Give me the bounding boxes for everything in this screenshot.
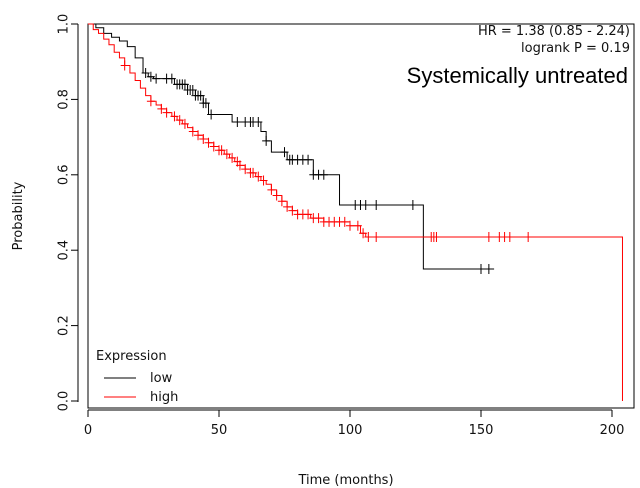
- censor-mark-high: [194, 130, 203, 141]
- censor-mark-high: [505, 232, 514, 243]
- censor-mark-high: [175, 115, 184, 126]
- censor-mark-high: [272, 190, 281, 201]
- censor-mark-low: [196, 90, 205, 101]
- censor-mark-high: [204, 137, 213, 148]
- censor-mark-high: [120, 60, 129, 71]
- censor-mark-high: [254, 171, 263, 182]
- x-axis-title: Time (months): [297, 473, 393, 488]
- censor-mark-high: [157, 103, 166, 114]
- x-tick-label: 200: [600, 423, 625, 438]
- censor-mark-high: [432, 232, 441, 243]
- x-tick-label: 0: [84, 423, 92, 438]
- y-tick-label: 0.2: [57, 315, 72, 336]
- censor-mark-low: [304, 154, 313, 165]
- censor-mark-high: [228, 152, 237, 163]
- censor-mark-low: [254, 117, 263, 128]
- censor-mark-low: [152, 73, 161, 84]
- censor-mark-high: [162, 107, 171, 118]
- censor-mark-high: [364, 232, 373, 243]
- y-tick-label: 0.6: [57, 164, 72, 185]
- censor-mark-high: [484, 232, 493, 243]
- legend-label-high: high: [150, 390, 178, 405]
- y-tick-label: 0.8: [57, 89, 72, 110]
- x-tick-label: 150: [469, 423, 494, 438]
- censor-mark-low: [372, 199, 381, 210]
- censor-mark-high: [277, 196, 286, 207]
- censor-mark-high: [304, 209, 313, 220]
- subgroup-label: Systemically untreated: [407, 63, 628, 88]
- y-tick-label: 0.4: [57, 240, 72, 261]
- censor-mark-high: [340, 216, 349, 227]
- censor-mark-high: [235, 160, 244, 171]
- censor-mark-high: [288, 205, 297, 216]
- x-tick-label: 50: [211, 423, 228, 438]
- survival-curves: [88, 23, 623, 401]
- legend-label-low: low: [150, 371, 173, 386]
- censor-mark-high: [346, 220, 354, 231]
- y-tick-label: 0.0: [57, 391, 72, 412]
- censor-mark-low: [408, 199, 417, 210]
- censor-mark-high: [146, 96, 155, 107]
- censor-mark-low: [477, 264, 485, 275]
- x-tick-label: 100: [338, 423, 363, 438]
- censor-mark-low: [361, 199, 370, 210]
- censor-mark-high: [217, 145, 226, 156]
- censor-mark-high: [249, 167, 258, 178]
- censor-mark-high: [524, 232, 533, 243]
- censor-mark-high: [353, 220, 362, 231]
- censor-mark-low: [188, 84, 197, 95]
- x-axis-ticks: 0 50 100 150 200: [84, 410, 625, 438]
- censor-mark-low: [233, 117, 242, 128]
- censor-mark-low: [262, 135, 271, 146]
- censor-mark-low: [201, 98, 210, 109]
- censor-mark-high: [188, 126, 197, 137]
- censor-mark-high: [222, 149, 231, 160]
- censor-mark-high: [241, 164, 250, 175]
- censor-mark-high: [180, 118, 189, 129]
- censor-mark-high: [372, 232, 381, 243]
- censor-mark-low: [180, 79, 189, 90]
- curve-low: [88, 23, 495, 270]
- censor-mark-low: [167, 73, 176, 84]
- hazard-ratio-text: HR = 1.38 (0.85 - 2.24): [478, 24, 630, 39]
- censor-mark-high: [283, 201, 292, 212]
- censor-mark-low: [280, 147, 289, 158]
- legend-title: Expression: [96, 349, 167, 364]
- censor-mark-high: [259, 175, 268, 186]
- plot-frame: [87, 23, 635, 409]
- y-axis-ticks: 0.0 0.2 0.4 0.6 0.8 1.0: [57, 14, 78, 412]
- censor-mark-high: [170, 111, 179, 122]
- censor-mark-high: [359, 228, 368, 239]
- censor-mark-low: [484, 264, 493, 275]
- legend: Expression low high: [96, 349, 178, 405]
- y-axis-title: Probability: [11, 181, 26, 250]
- censor-mark-low: [146, 71, 155, 82]
- censor-mark-high: [209, 141, 218, 152]
- logrank-p-text: logrank P = 0.19: [521, 41, 630, 56]
- censor-mark-low: [141, 68, 150, 79]
- censor-mark-high: [267, 184, 276, 195]
- censor-mark-low: [319, 169, 328, 180]
- censor-mark-low: [207, 109, 216, 120]
- censor-mark-high: [199, 133, 208, 144]
- censor-mark-high: [314, 213, 323, 224]
- y-tick-label: 1.0: [57, 14, 72, 35]
